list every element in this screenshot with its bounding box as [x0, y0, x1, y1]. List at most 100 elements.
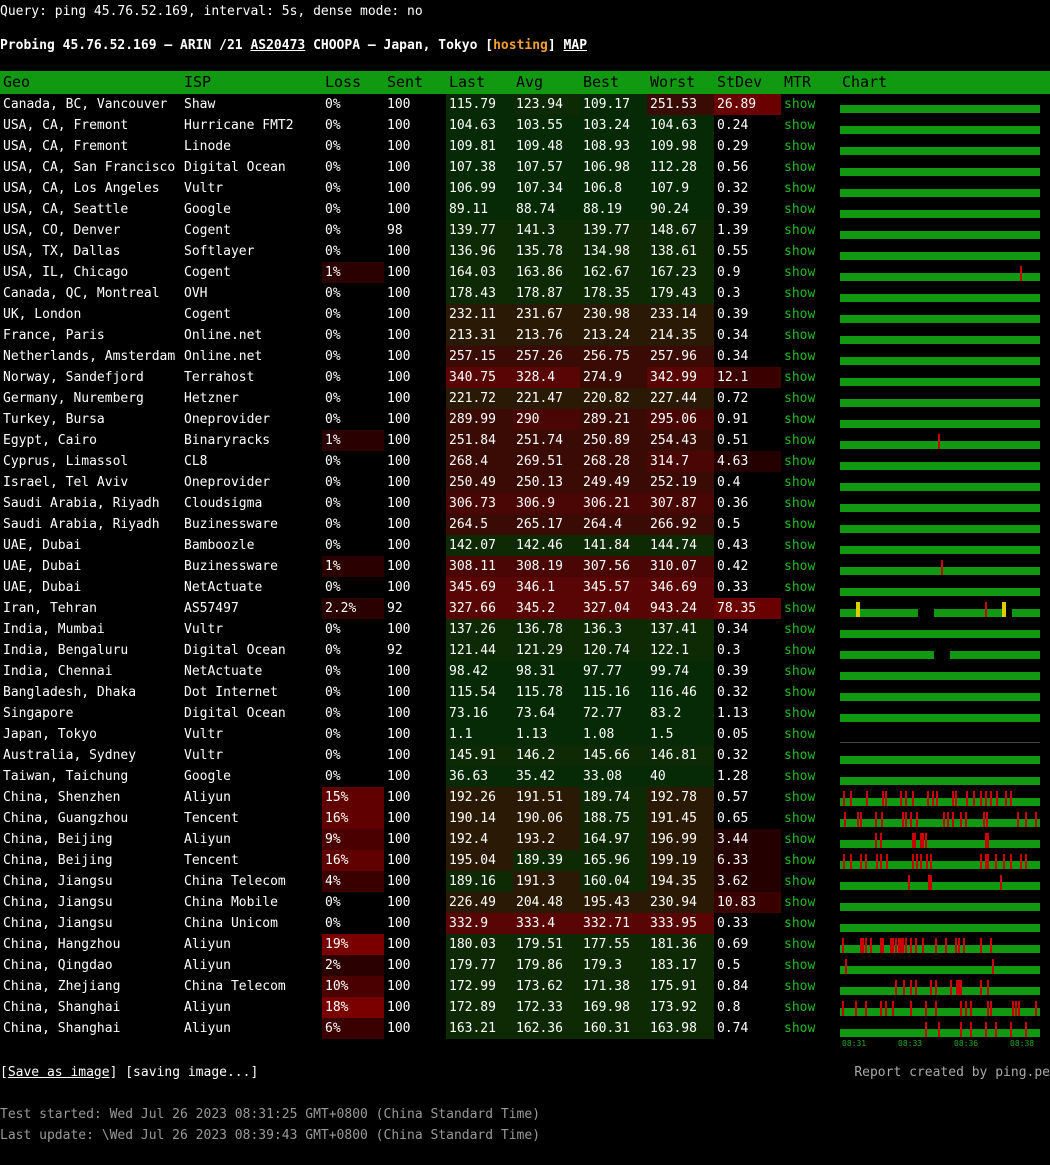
mtr-show-link[interactable]: show [784, 286, 816, 301]
mtr-show-link[interactable]: show [784, 1021, 816, 1036]
mtr-show-link[interactable]: show [784, 895, 816, 910]
loss-spike [956, 979, 958, 995]
latency-chart [839, 367, 1050, 388]
loss-spike [990, 937, 992, 953]
loss-spike [880, 832, 882, 848]
cell-last: 178.43 [446, 283, 513, 304]
cell-stdev: 0.91 [717, 412, 749, 427]
mtr-show-link[interactable]: show [784, 370, 816, 385]
mtr-show-link[interactable]: show [784, 1000, 816, 1015]
mtr-show-link[interactable]: show [784, 748, 816, 763]
cell-best: 268.28 [580, 451, 647, 472]
cell-avg: 333.4 [513, 913, 580, 934]
cell-isp: Vultr [184, 181, 224, 196]
save-as-image-link[interactable]: Save as image [7, 1065, 110, 1080]
mtr-show-link[interactable]: show [784, 643, 816, 658]
cell-loss: 0% [325, 643, 341, 658]
mtr-show-link[interactable]: show [784, 475, 816, 490]
mtr-show-link[interactable]: show [784, 496, 816, 511]
cell-sent: 100 [387, 454, 411, 469]
cell-avg: 290 [513, 409, 580, 430]
asn-link[interactable]: AS20473 [250, 38, 306, 53]
loss-spike [876, 853, 878, 869]
mtr-show-link[interactable]: show [784, 517, 816, 532]
mtr-show-link[interactable]: show [784, 391, 816, 406]
chart-time-axis: 08:31 08:33 08:36 08:38 [842, 1039, 1047, 1051]
mtr-show-link[interactable]: show [784, 265, 816, 280]
cell-stdev: 1.28 [717, 769, 749, 784]
saving-status: [saving image...] [125, 1065, 259, 1080]
cell-isp: Cogent [184, 223, 231, 238]
cell-geo: Canada, BC, Vancouver [3, 97, 168, 112]
mtr-show-link[interactable]: show [784, 139, 816, 154]
mtr-show-link[interactable]: show [784, 538, 816, 553]
loss-spike [1025, 853, 1027, 869]
cell-best: 307.56 [580, 556, 647, 577]
table-row: Singapore Digital Ocean 0% 100 73.16 73.64 72.… [0, 703, 1050, 724]
mtr-show-link[interactable]: show [784, 979, 816, 994]
mtr-show-link[interactable]: show [784, 244, 816, 259]
cell-isp: China Telecom [184, 979, 286, 994]
mtr-show-link[interactable]: show [784, 832, 816, 847]
latency-bar [840, 587, 1040, 596]
mtr-show-link[interactable]: show [784, 874, 816, 889]
mtr-show-link[interactable]: show [784, 958, 816, 973]
mtr-show-link[interactable]: show [784, 769, 816, 784]
cell-geo: China, Shanghai [3, 1000, 121, 1015]
cell-best: 1.08 [580, 724, 647, 745]
mtr-show-link[interactable]: show [784, 811, 816, 826]
cell-best: 165.96 [580, 850, 647, 871]
mtr-show-link[interactable]: show [784, 664, 816, 679]
mtr-show-link[interactable]: show [784, 559, 816, 574]
cell-loss: 0% [325, 349, 341, 364]
cell-avg: 109.48 [513, 136, 580, 157]
mtr-show-link[interactable]: show [784, 328, 816, 343]
mtr-show-link[interactable]: show [784, 727, 816, 742]
mtr-show-link[interactable]: show [784, 601, 816, 616]
loss-spike [955, 937, 957, 953]
map-link[interactable]: MAP [563, 38, 588, 53]
mtr-show-link[interactable]: show [784, 937, 816, 952]
latency-chart [839, 220, 1050, 241]
mtr-show-link[interactable]: show [784, 433, 816, 448]
mtr-show-link[interactable]: show [784, 349, 816, 364]
mtr-show-link[interactable]: show [784, 622, 816, 637]
mtr-show-link[interactable]: show [784, 916, 816, 931]
cell-worst: 40 [647, 766, 714, 787]
latency-bar [840, 559, 1040, 575]
table-row: USA, CA, Fremont Linode 0% 100 109.81 109.48 1… [0, 136, 1050, 157]
cell-last: 327.66 [446, 598, 513, 619]
mtr-show-link[interactable]: show [784, 580, 816, 595]
table-row: China, Beijing Aliyun 9% 100 192.4 193.2 164.9… [0, 829, 1050, 850]
cell-best: 230.98 [580, 304, 647, 325]
cell-sent: 100 [387, 475, 411, 490]
cell-last: 139.77 [446, 220, 513, 241]
cell-last: 251.84 [446, 430, 513, 451]
mtr-show-link[interactable]: show [784, 160, 816, 175]
cell-last: 163.21 [446, 1018, 513, 1039]
cell-isp: Aliyun [184, 1021, 231, 1036]
mtr-show-link[interactable]: show [784, 685, 816, 700]
mtr-show-link[interactable]: show [784, 307, 816, 322]
mtr-show-link[interactable]: show [784, 223, 816, 238]
mtr-show-link[interactable]: show [784, 790, 816, 805]
mtr-show-link[interactable]: show [784, 853, 816, 868]
loss-spike [985, 832, 987, 848]
mtr-show-link[interactable]: show [784, 181, 816, 196]
loss-spike [925, 832, 927, 848]
mtr-show-link[interactable]: show [784, 202, 816, 217]
loss-spike [895, 937, 897, 953]
loss-spike [987, 853, 989, 869]
loss-spike [960, 1000, 962, 1016]
cell-worst: 90.24 [647, 199, 714, 220]
latency-bar [840, 419, 1040, 428]
mtr-show-link[interactable]: show [784, 412, 816, 427]
cell-worst: 148.67 [647, 220, 714, 241]
mtr-show-link[interactable]: show [784, 706, 816, 721]
mtr-show-link[interactable]: show [784, 454, 816, 469]
cell-sent: 100 [387, 370, 411, 385]
mtr-show-link[interactable]: show [784, 97, 816, 112]
cell-sent: 100 [387, 790, 411, 805]
mtr-show-link[interactable]: show [784, 118, 816, 133]
probe-middle: CHOOPA — Japan, Tokyo [ [305, 38, 494, 53]
